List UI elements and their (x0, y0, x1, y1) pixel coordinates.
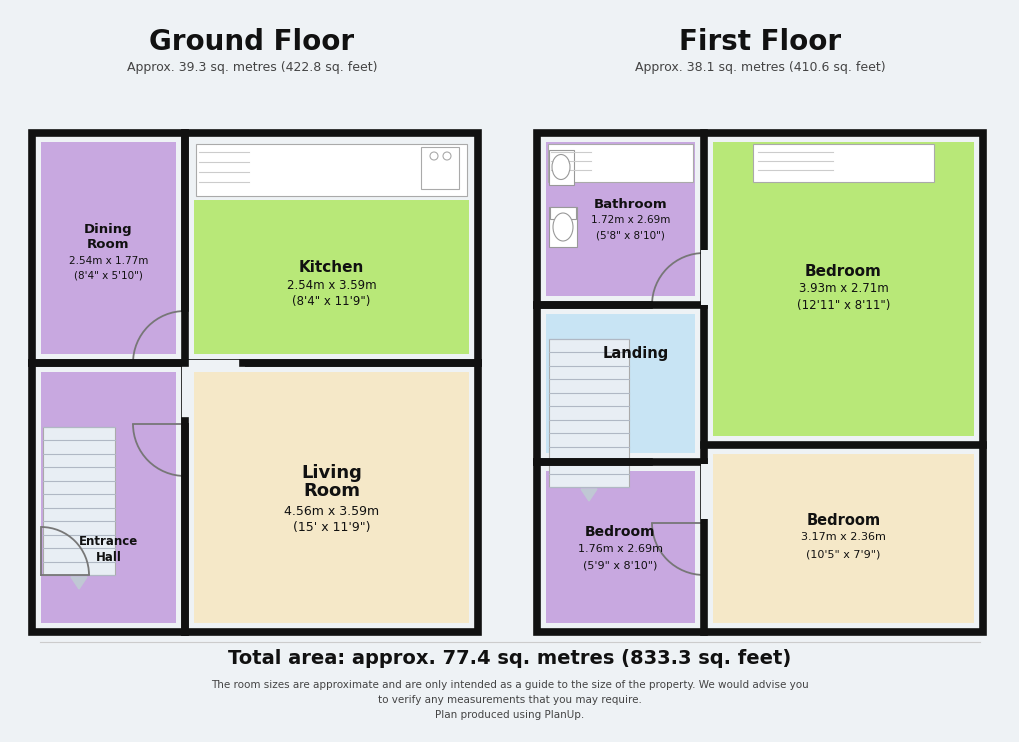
Bar (545, 471, 694, 623)
Text: Bedroom: Bedroom (804, 263, 881, 278)
Text: Living: Living (301, 464, 362, 482)
Text: Plan produced using PlanUp.: Plan produced using PlanUp. (435, 710, 584, 720)
Text: Approx. 39.3 sq. metres (422.8 sq. feet): Approx. 39.3 sq. metres (422.8 sq. feet) (126, 62, 377, 74)
Text: (12'11" x 8'11"): (12'11" x 8'11") (796, 298, 890, 312)
Bar (194, 372, 469, 623)
Bar (545, 314, 694, 453)
Text: Room: Room (303, 482, 360, 499)
Bar (545, 142, 694, 296)
Bar (41, 372, 176, 623)
Bar (421, 147, 459, 189)
Text: First Floor: First Floor (679, 28, 841, 56)
Text: Approx. 38.1 sq. metres (410.6 sq. feet): Approx. 38.1 sq. metres (410.6 sq. feet) (634, 62, 884, 74)
Text: Ground Floor: Ground Floor (150, 28, 355, 56)
Bar (41, 142, 176, 354)
Text: (8'4" x 5'10"): (8'4" x 5'10") (74, 270, 143, 280)
Bar (712, 142, 973, 436)
Text: Bedroom: Bedroom (585, 525, 655, 539)
Text: 3.93m x 2.71m: 3.93m x 2.71m (798, 281, 888, 295)
Bar (548, 150, 574, 185)
Polygon shape (581, 489, 596, 501)
Text: 1.76m x 2.69m: 1.76m x 2.69m (578, 544, 662, 554)
Text: 1.72m x 2.69m: 1.72m x 2.69m (590, 215, 669, 225)
Text: (15' x 11'9"): (15' x 11'9") (292, 521, 370, 534)
Polygon shape (71, 577, 87, 589)
Bar (181, 365, 191, 423)
Text: Room: Room (88, 237, 129, 251)
Text: to verify any measurements that you may require.: to verify any measurements that you may … (378, 695, 641, 705)
Text: (5'9" x 8'10"): (5'9" x 8'10") (583, 560, 657, 570)
Bar (196, 144, 467, 196)
Text: 3.17m x 2.36m: 3.17m x 2.36m (800, 533, 886, 542)
Text: (5'8" x 8'10"): (5'8" x 8'10") (595, 230, 664, 240)
Text: 2.54m x 1.77m: 2.54m x 1.77m (68, 256, 148, 266)
Text: Total area: approx. 77.4 sq. metres (833.3 sq. feet): Total area: approx. 77.4 sq. metres (833… (228, 649, 791, 668)
Bar (700, 250, 709, 305)
Bar (549, 207, 576, 219)
Bar (548, 339, 629, 487)
Text: The room sizes are approximate and are only intended as a guide to the size of t: The room sizes are approximate and are o… (211, 680, 808, 690)
Bar (186, 360, 245, 369)
Circle shape (430, 152, 437, 160)
Circle shape (442, 152, 450, 160)
Bar (32, 133, 478, 632)
Text: (10'5" x 7'9"): (10'5" x 7'9") (806, 550, 879, 559)
Text: Bathroom: Bathroom (593, 197, 666, 211)
Bar (536, 133, 982, 632)
Bar (194, 200, 469, 354)
Ellipse shape (551, 154, 570, 180)
Text: Bedroom: Bedroom (806, 513, 879, 528)
Text: 4.56m x 3.59m: 4.56m x 3.59m (283, 505, 379, 518)
Bar (712, 454, 973, 623)
Text: (8'4" x 11'9"): (8'4" x 11'9") (292, 295, 370, 308)
Text: Kitchen: Kitchen (299, 260, 364, 275)
Bar (548, 207, 577, 247)
Text: Entrance: Entrance (78, 535, 138, 548)
Bar (752, 144, 933, 182)
Text: 2.54m x 3.59m: 2.54m x 3.59m (286, 279, 376, 292)
Text: Hall: Hall (96, 551, 121, 564)
Bar (43, 427, 115, 575)
Text: Dining: Dining (85, 223, 132, 237)
Text: Landing: Landing (602, 346, 668, 361)
Ellipse shape (552, 213, 573, 241)
Bar (547, 144, 692, 182)
Bar (700, 464, 709, 519)
